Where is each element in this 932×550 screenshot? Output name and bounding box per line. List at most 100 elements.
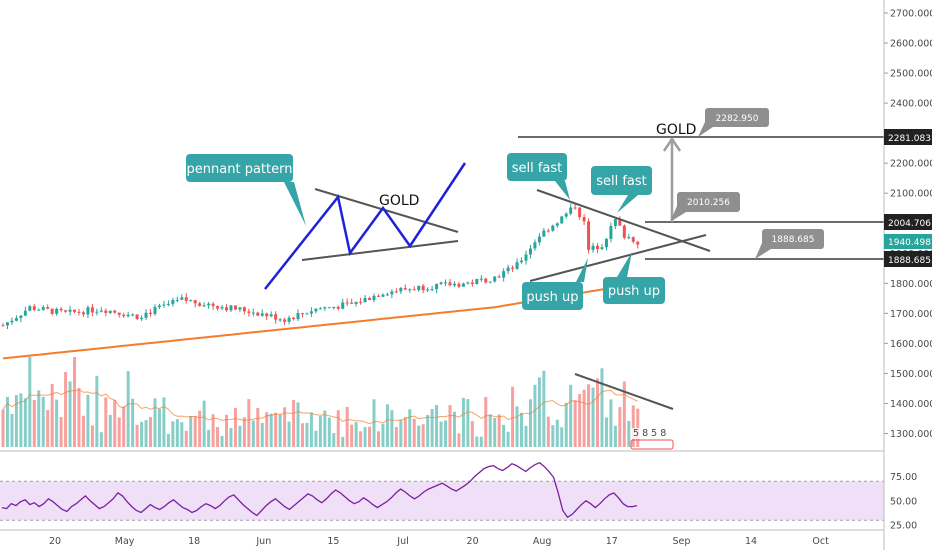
volume-bar [68, 381, 72, 447]
rsi-axis[interactable]: 75.00 50.00 25.00 [890, 472, 917, 532]
candle-body [484, 278, 488, 283]
time-axis[interactable]: 20 May 18 Jun 15 Jul 20 Aug 17 Sep 14 Oct [49, 536, 829, 547]
time-tick-label: Aug [533, 536, 552, 547]
candle-body [23, 310, 27, 316]
volume-bar [108, 414, 112, 447]
candle-body [193, 300, 197, 304]
volume-bar [10, 413, 14, 447]
candle-body [368, 297, 372, 300]
pennant-callout[interactable]: pennant pattern [186, 154, 306, 226]
pennant-zigzag[interactable] [264, 162, 467, 290]
volume-bar [323, 410, 327, 447]
push-up-callout-1[interactable]: push up [522, 258, 588, 310]
time-tick-label: 15 [327, 536, 339, 547]
volume-bar [479, 436, 483, 447]
rsi-band [0, 481, 884, 521]
candle-body [166, 303, 170, 305]
candle-body [479, 278, 483, 280]
volume-bar [220, 435, 224, 447]
support-line-left[interactable] [301, 240, 459, 261]
candle-body [14, 318, 18, 321]
volume-bars [1, 357, 640, 447]
volume-bar [247, 399, 251, 447]
volume-bar [412, 418, 416, 447]
volume-bar [287, 421, 291, 447]
sell-fast-callout-2[interactable]: sell fast [591, 166, 652, 213]
candle-body [421, 285, 425, 291]
candle-body [189, 300, 193, 302]
pennant-callout-text: pennant pattern [187, 162, 293, 177]
volume-bar [274, 412, 278, 447]
volume-bar [117, 417, 121, 447]
volume-bar [417, 425, 421, 447]
volume-bar [506, 431, 510, 447]
candle-body [77, 311, 81, 313]
gold-label-right: GOLD [656, 122, 696, 138]
target-arrow-head[interactable] [662, 136, 682, 152]
volume-bar [528, 399, 532, 447]
candle-body [604, 238, 608, 248]
volume-bar [104, 397, 108, 447]
candle-body [569, 207, 573, 214]
volume-bar [475, 436, 479, 447]
candle-body [162, 304, 166, 306]
target-tag-1888[interactable]: 1888.685 [755, 229, 824, 259]
axis-price-label-1940-text: 1940.498 [888, 238, 931, 248]
candle-body [636, 241, 640, 245]
candle-body [497, 276, 501, 278]
price-tick-label: 1800.000 [890, 279, 932, 290]
volume-bar [520, 412, 524, 447]
candle-body [493, 276, 497, 282]
candle-body [90, 307, 94, 313]
volume-bar [631, 405, 635, 447]
volume-bar [131, 398, 135, 447]
target-tag-2010[interactable]: 2010.256 [670, 192, 740, 222]
drawings[interactable] [264, 136, 884, 410]
candle-body [216, 306, 220, 309]
candle-body [323, 307, 327, 309]
candle-body [113, 310, 117, 313]
volume-bar [41, 396, 45, 447]
sell-fast-callout-1-text: sell fast [512, 161, 563, 176]
push-up-callout-2[interactable]: push up [603, 252, 665, 304]
candle-body [55, 308, 59, 314]
volume-bar [86, 394, 90, 447]
volume-bar [551, 425, 555, 447]
candle-body [260, 313, 264, 316]
volume-bar [502, 424, 506, 447]
candle-body [86, 307, 90, 315]
price-tick-label: 1600.000 [890, 339, 932, 350]
volume-bar [251, 420, 255, 447]
candle-body [305, 313, 309, 315]
volume-bar [327, 417, 331, 447]
volume-bar [596, 378, 600, 447]
candle-body [175, 299, 179, 301]
volume-bar [600, 368, 604, 447]
candle-body [327, 307, 331, 309]
candle-body [131, 314, 135, 316]
candle-body [157, 305, 161, 308]
sell-fast-callout-1[interactable]: sell fast [507, 153, 570, 200]
support-line-right[interactable] [529, 234, 707, 282]
candle-body [300, 313, 304, 315]
volume-trend-line[interactable] [574, 373, 674, 410]
volume-bar [157, 408, 161, 447]
target-tag-2282[interactable]: 2282.950 [698, 108, 769, 137]
volume-counter-text: 5 8 5 8 [633, 428, 666, 439]
price-tick-label: 1400.000 [890, 399, 932, 410]
volume-bar [149, 417, 153, 447]
candle-body [287, 317, 291, 322]
candle-body [5, 322, 9, 326]
candle-body [149, 312, 153, 314]
volume-bar [421, 424, 425, 447]
candle-body [448, 282, 452, 286]
candle-body [256, 312, 260, 316]
candle-body [198, 303, 202, 306]
volume-bar [622, 381, 626, 447]
volume-bar [122, 406, 126, 447]
candle-body [135, 314, 139, 320]
volume-bar [126, 371, 130, 447]
candle-body [144, 312, 148, 318]
volume-bar [439, 421, 443, 447]
